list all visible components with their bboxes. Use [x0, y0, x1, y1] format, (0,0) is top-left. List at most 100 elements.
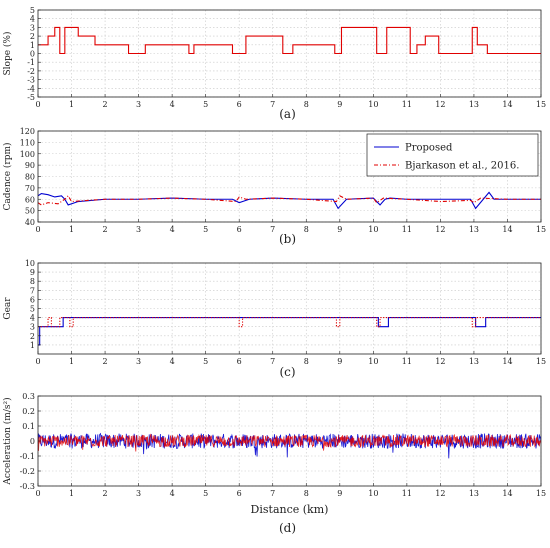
y-tick-label: 1 — [30, 341, 35, 350]
x-tick-label: 5 — [203, 489, 208, 498]
x-tick-label: 5 — [203, 225, 208, 234]
x-tick-label: 13 — [469, 357, 479, 366]
x-tick-label: 8 — [304, 357, 309, 366]
x-tick-label: 3 — [136, 100, 141, 109]
x-tick-label: 13 — [469, 489, 479, 498]
x-tick-label: 15 — [536, 225, 546, 234]
x-tick-label: 3 — [136, 225, 141, 234]
x-tick-label: 8 — [304, 225, 309, 234]
x-tick-label: 9 — [337, 489, 342, 498]
y-tick-label: 0.2 — [22, 407, 35, 416]
y-axis-label: Slope (%) — [2, 32, 13, 76]
plot-area — [38, 317, 541, 346]
y-tick-label: 6 — [30, 295, 35, 304]
y-tick-label: 0.1 — [22, 422, 35, 431]
y-tick-label: -5 — [27, 93, 35, 102]
y-tick-label: 3 — [30, 23, 35, 32]
x-tick-label: 3 — [136, 357, 141, 366]
x-tick-label: 0 — [35, 357, 40, 366]
y-tick-label: -2 — [27, 67, 35, 76]
x-tick-label: 0 — [35, 225, 40, 234]
acceleration-chart: 0 1 2 3 4 5 6 7 8 9 10 11 12 13 14 15-0.3-0.2-0.100.10.… — [2, 392, 546, 535]
x-tick-label: 1 — [69, 225, 74, 234]
panel-label: (d) — [279, 521, 296, 535]
x-tick-label: 12 — [435, 100, 445, 109]
y-tick-label: -0.1 — [20, 452, 35, 461]
x-tick-label: 2 — [103, 225, 108, 234]
x-tick-label: 2 — [103, 489, 108, 498]
y-tick-label: 120 — [20, 127, 35, 136]
x-tick-label: 0 — [35, 489, 40, 498]
x-tick-label: 12 — [435, 357, 445, 366]
y-tick-label: 2 — [30, 32, 35, 41]
x-tick-label: 7 — [270, 489, 275, 498]
y-tick-label: 90 — [25, 161, 35, 170]
y-tick-label: 50 — [25, 207, 35, 216]
y-tick-label: 60 — [25, 195, 35, 204]
series-line — [38, 317, 541, 346]
x-tick-label: 13 — [469, 100, 479, 109]
y-tick-label: 100 — [20, 150, 35, 159]
x-tick-label: 8 — [304, 100, 309, 109]
y-tick-label: 0 — [30, 437, 35, 446]
x-tick-label: 1 — [69, 357, 74, 366]
x-tick-label: 6 — [237, 489, 242, 498]
y-axis-label: Gear — [3, 297, 13, 320]
x-tick-label: 11 — [402, 357, 412, 366]
x-tick-label: 0 — [35, 100, 40, 109]
x-tick-label: 4 — [170, 357, 175, 366]
x-tick-label: 15 — [536, 100, 546, 109]
x-tick-label: 9 — [337, 357, 342, 366]
series-line — [38, 194, 541, 206]
x-tick-label: 10 — [368, 100, 378, 109]
y-tick-label: -1 — [27, 58, 35, 67]
y-tick-label: 0.3 — [22, 392, 35, 401]
x-tick-label: 11 — [402, 100, 412, 109]
y-tick-label: 7 — [30, 286, 35, 295]
x-tick-label: 4 — [170, 225, 175, 234]
y-tick-label: 1 — [30, 41, 35, 50]
x-tick-label: 8 — [304, 489, 309, 498]
y-tick-label: 4 — [30, 314, 35, 323]
plot-area — [38, 26, 541, 55]
x-tick-label: 6 — [237, 357, 242, 366]
y-tick-label: 9 — [30, 268, 35, 277]
y-tick-label: -0.3 — [20, 482, 35, 491]
x-tick-label: 11 — [402, 489, 412, 498]
series-line — [38, 317, 541, 328]
y-axis-label: Acceleration (m/s²) — [2, 397, 13, 485]
x-tick-label: 5 — [203, 357, 208, 366]
cadence-chart: 0 1 2 3 4 5 6 7 8 9 10 11 12 13 14 15405060708090100110… — [2, 127, 546, 246]
series-line — [38, 26, 541, 55]
plot-area — [38, 191, 541, 210]
y-tick-label: 10 — [25, 259, 35, 268]
y-tick-label: 70 — [25, 184, 35, 193]
x-tick-label: 7 — [270, 225, 275, 234]
y-tick-label: 2 — [30, 332, 35, 341]
panel-label: (a) — [279, 107, 296, 121]
y-tick-label: 80 — [25, 173, 35, 182]
x-tick-label: 14 — [502, 357, 512, 366]
y-tick-label: -0.2 — [20, 467, 35, 476]
slope-chart: 0 1 2 3 4 5 6 7 8 9 10 11 12 13 14 15-5-4-3-2-1012345Sl… — [2, 6, 546, 121]
series-line — [38, 433, 541, 452]
x-tick-label: 14 — [502, 489, 512, 498]
x-tick-label: 15 — [536, 357, 546, 366]
x-tick-label: 7 — [270, 357, 275, 366]
y-tick-label: -3 — [27, 76, 35, 85]
x-tick-label: 11 — [402, 225, 412, 234]
x-tick-label: 1 — [69, 100, 74, 109]
x-tick-label: 1 — [69, 489, 74, 498]
y-tick-label: 8 — [30, 277, 35, 286]
panel-label: (c) — [279, 365, 295, 379]
y-tick-label: 40 — [25, 218, 35, 227]
y-tick-label: -4 — [27, 84, 35, 93]
x-tick-label: 9 — [337, 225, 342, 234]
series-line — [38, 191, 541, 210]
x-tick-label: 10 — [368, 225, 378, 234]
x-tick-label: 14 — [502, 225, 512, 234]
x-tick-label: 4 — [170, 489, 175, 498]
panel-label: (b) — [279, 232, 296, 246]
legend-box — [366, 133, 539, 177]
